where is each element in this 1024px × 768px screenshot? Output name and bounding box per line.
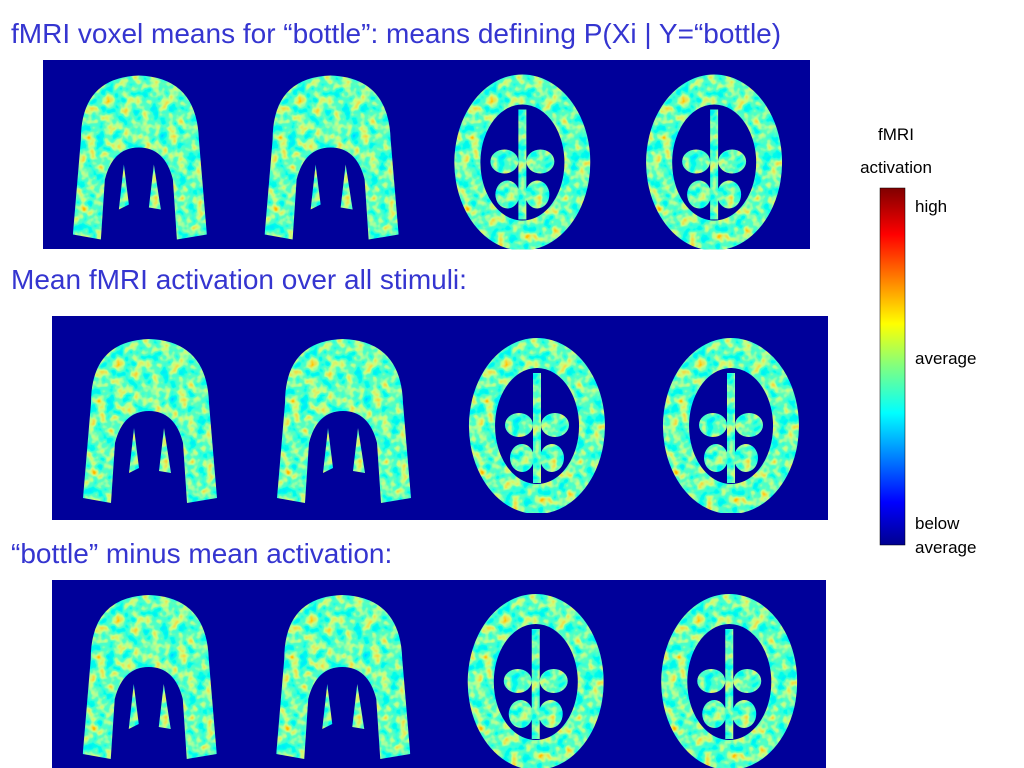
colorbar <box>879 187 906 546</box>
brain-texture <box>661 594 798 768</box>
brain-texture <box>467 594 604 768</box>
colorbar-label: high <box>915 197 948 216</box>
brain-slice <box>467 594 604 768</box>
brain-panels <box>43 60 828 768</box>
colorbar-label: average <box>915 349 977 368</box>
heading: “bottle” minus mean activation: <box>11 538 393 569</box>
colorbar-title: fMRI activation <box>860 125 932 177</box>
heading: Mean fMRI activation over all stimuli: <box>11 264 467 295</box>
brain-slice <box>661 594 798 768</box>
heading: fMRI voxel means for “bottle”: means def… <box>11 18 782 49</box>
colorbar-label: below average <box>915 514 977 557</box>
